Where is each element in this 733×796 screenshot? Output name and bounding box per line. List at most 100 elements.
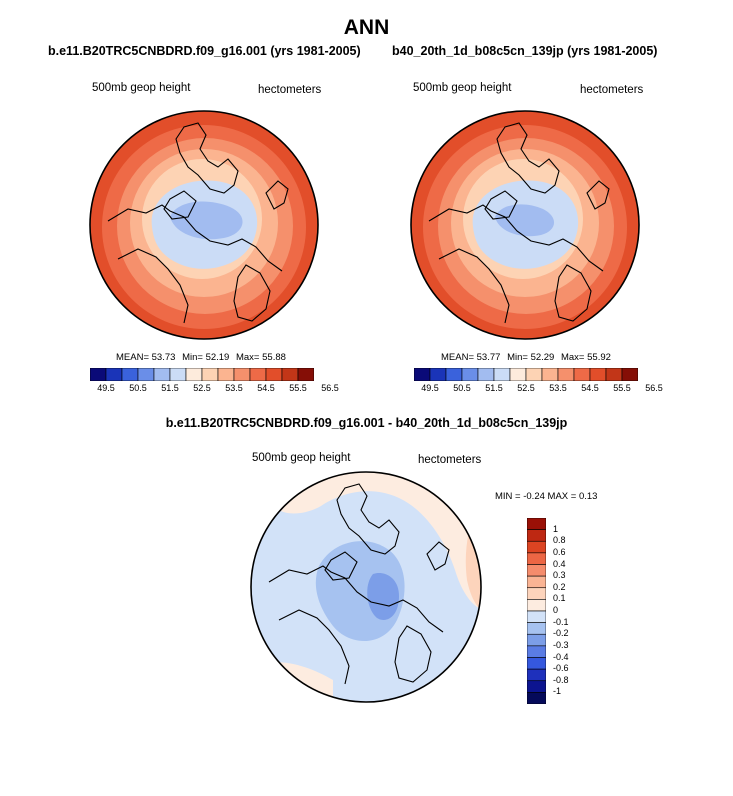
panel2-colorbar-swatch <box>445 368 463 381</box>
panel1-colorbar-tick-label: 52.5 <box>193 383 211 393</box>
panel1-colorbar-tick-label: 51.5 <box>161 383 179 393</box>
difference-colorbar-tick-label: 0.4 <box>553 558 566 569</box>
difference-colorbar: 1 0.8 0.6 0.4 0.3 0.2 0.1 0 -0.1 -0.2 -0.3 -0.4 -0.6… <box>527 518 577 708</box>
panel2-colorbar-swatch <box>525 368 543 381</box>
panel2-colorbar-swatch <box>414 368 431 381</box>
difference-stats: MIN = -0.24 MAX = 0.13 <box>495 491 598 502</box>
panel1-colorbar-swatch <box>281 368 299 381</box>
difference-colorbar-tick-label: 0 <box>553 605 559 615</box>
panel2-colorbar-tick-label: 52.5 <box>517 383 535 393</box>
difference-colorbar-swatch <box>527 610 546 623</box>
panel1-colorbar-tick-label: 50.5 <box>129 383 147 393</box>
difference-polar-map <box>250 471 482 703</box>
panel1-min-value: 52.19 <box>205 352 230 363</box>
panel2-mean-label: MEAN= <box>441 352 474 363</box>
panel1-colorbar-swatch <box>265 368 283 381</box>
panel1-colorbar-swatch <box>121 368 139 381</box>
panel1-map-border <box>89 110 319 340</box>
difference-colorbar-swatch <box>527 680 546 693</box>
panel1-colorbar-swatch <box>297 368 314 381</box>
panel1-colorbar-swatch <box>90 368 107 381</box>
panel1-case-title: b.e11.B20TRC5CNBDRD.f09_g16.001 (yrs 198… <box>48 44 361 58</box>
panel1-colorbar: 49.5 50.5 51.5 52.5 53.5 54.5 55.5 56.5 <box>90 368 339 400</box>
difference-colorbar-swatch <box>527 622 546 635</box>
panel2-colorbar-tick-label: 54.5 <box>581 383 599 393</box>
difference-colorbar-swatch <box>527 575 546 589</box>
panel1-colorbar-ticks: 49.5 50.5 51.5 52.5 53.5 54.5 55.5 56.5 <box>90 383 339 397</box>
panel1-colorbar-swatches <box>90 368 314 381</box>
panel2-colorbar-swatch <box>461 368 479 381</box>
panel2-colorbar-swatch <box>477 368 495 381</box>
difference-colorbar-tick-label: -0.6 <box>553 663 569 674</box>
difference-colorbar-tick-label: 0.6 <box>553 546 566 557</box>
panel2-band-52-5 <box>495 204 555 237</box>
panel1-variable-label: 500mb geop height <box>92 82 191 94</box>
panel2-colorbar-swatch <box>621 368 638 381</box>
panel2-colorbar-tick-label: 53.5 <box>549 383 567 393</box>
difference-colorbar-swatch <box>527 599 546 612</box>
panel1-max-value: 55.88 <box>262 352 286 363</box>
panel2-colorbar-swatch <box>493 368 511 381</box>
panel2-colorbar-tick-label: 51.5 <box>485 383 503 393</box>
panel2-colorbar-swatches <box>414 368 638 381</box>
panel1-colorbar-swatch <box>249 368 267 381</box>
panel2-colorbar-swatch <box>605 368 623 381</box>
panel2-variable-label: 500mb geop height <box>413 82 512 94</box>
difference-colorbar-tick-label: -0.3 <box>553 639 569 650</box>
panel1-mean-value: 53.73 <box>151 352 176 363</box>
difference-colorbar-tick-label: 0.8 <box>553 535 566 546</box>
panel2-max-label: Max= <box>560 352 585 363</box>
panel1-colorbar-tick-label: 53.5 <box>225 383 243 393</box>
panel2-min-value: 52.29 <box>530 352 555 363</box>
panel2-min-label: Min= <box>507 352 528 363</box>
panel2-colorbar-tick-label: 50.5 <box>453 383 471 393</box>
difference-colorbar-tick-label: 0.1 <box>553 593 566 604</box>
panel2-colorbar-swatch <box>573 368 591 381</box>
difference-band-neg03 <box>367 572 399 620</box>
panel2-max-value: 55.92 <box>587 352 611 363</box>
difference-colorbar-tick-label: 0.2 <box>553 581 566 592</box>
panel2-map-border <box>410 110 640 340</box>
panel2-mean-value: 53.77 <box>476 352 501 363</box>
panel1-colorbar-swatch <box>233 368 251 381</box>
page-title: ANN <box>343 16 390 39</box>
difference-colorbar-swatch <box>527 587 546 600</box>
panel1-min-label: Min= <box>182 352 203 363</box>
panel2-colorbar-swatch <box>557 368 575 381</box>
panel1-colorbar-tick-label: 54.5 <box>257 383 275 393</box>
panel1-colorbar-swatch <box>185 368 203 381</box>
panel1-colorbar-swatch <box>169 368 187 381</box>
panel1-colorbar-swatch <box>137 368 155 381</box>
panel2-colorbar-swatch <box>589 368 607 381</box>
difference-colorbar-swatches <box>527 518 546 704</box>
difference-colorbar-swatch <box>527 518 546 530</box>
difference-colorbar-ticks: 1 0.8 0.6 0.4 0.3 0.2 0.1 0 -0.1 -0.2 -0.3 -0.4 -0.6… <box>553 518 583 704</box>
panel2-case-title: b40_20th_1d_b08c5cn_139jp (yrs 1981-2005… <box>392 44 658 58</box>
difference-colorbar-swatch <box>527 645 546 658</box>
difference-units-label: hectometers <box>418 454 482 466</box>
panel2-units-label: hectometers <box>580 84 644 96</box>
panel1-max-label: Max= <box>235 352 260 363</box>
panel1-colorbar-swatch <box>217 368 235 381</box>
panel1-units-label: hectometers <box>258 84 322 96</box>
panel2-polar-map <box>410 110 640 340</box>
difference-colorbar-swatch <box>527 692 546 704</box>
panel1-band-52-5 <box>170 201 243 240</box>
difference-colorbar-tick-label: -0.1 <box>553 616 569 627</box>
difference-colorbar-tick-label: 0.3 <box>553 570 566 581</box>
difference-title: b.e11.B20TRC5CNBDRD.f09_g16.001 - b40_20… <box>165 416 568 430</box>
panel1-mean-label: MEAN= <box>116 352 149 363</box>
difference-colorbar-tick-label: -0.4 <box>553 651 569 662</box>
difference-band-pos01-north <box>279 472 481 610</box>
difference-colorbar-tick-label: -0.8 <box>553 674 569 685</box>
difference-colorbar-tick-label: -0.2 <box>553 628 569 639</box>
difference-colorbar-swatch <box>527 564 546 577</box>
panel1-coastlines <box>107 122 289 324</box>
difference-colorbar-swatch <box>527 633 546 647</box>
panel1-colorbar-swatch <box>201 368 219 381</box>
panel1-colorbar-swatch <box>153 368 171 381</box>
panel1-colorbar-tick-label: 55.5 <box>289 383 307 393</box>
panel2-colorbar: 49.5 50.5 51.5 52.5 53.5 54.5 55.5 56.5 <box>414 368 663 400</box>
difference-colorbar-swatch <box>527 657 546 670</box>
difference-colorbar-tick-label: 1 <box>553 523 559 534</box>
